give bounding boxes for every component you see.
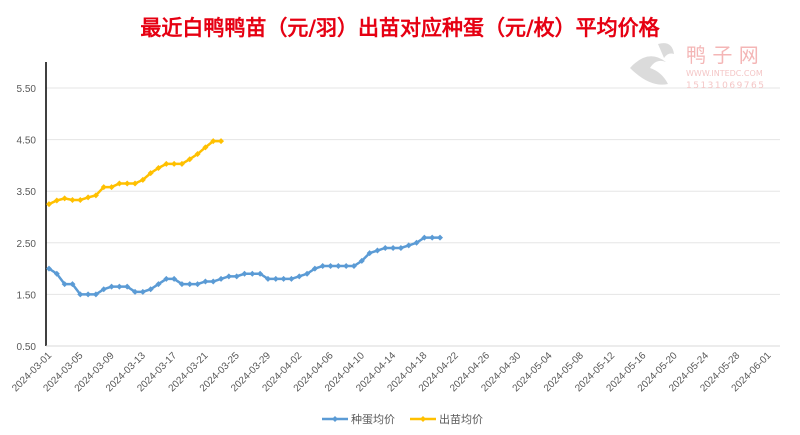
data-point: [61, 195, 68, 202]
data-point: [241, 270, 248, 277]
data-point: [155, 281, 162, 288]
data-point: [280, 275, 287, 282]
data-point: [147, 170, 154, 177]
data-point: [92, 291, 99, 298]
data-point: [155, 164, 162, 171]
svg-text:15131069765: 15131069765: [686, 81, 766, 91]
data-point: [429, 234, 436, 241]
data-point: [264, 275, 271, 282]
data-point: [249, 270, 256, 277]
data-point: [108, 184, 115, 191]
data-point: [202, 278, 209, 285]
data-point: [366, 250, 373, 257]
legend-marker: [332, 416, 338, 422]
data-point: [437, 234, 443, 241]
data-point: [218, 138, 225, 145]
data-point: [319, 263, 326, 270]
data-point: [178, 160, 185, 167]
data-point: [233, 273, 240, 280]
data-point: [343, 263, 350, 270]
data-point: [335, 263, 342, 270]
data-point: [374, 247, 381, 254]
data-point: [194, 151, 201, 158]
data-point: [405, 242, 412, 249]
data-point: [186, 281, 193, 288]
data-point: [390, 244, 397, 251]
chart-title: 最近白鸭鸭苗（元/羽）出苗对应种蛋（元/枚）平均价格: [140, 16, 660, 40]
data-point: [46, 265, 52, 272]
data-point: [77, 196, 84, 203]
data-point: [272, 275, 279, 282]
data-point: [108, 283, 115, 290]
data-point: [194, 281, 201, 288]
data-point: [382, 244, 389, 251]
data-point: [139, 176, 146, 183]
data-point: [61, 281, 68, 288]
data-point: [225, 273, 232, 280]
data-point: [85, 194, 92, 201]
data-point: [358, 257, 365, 264]
data-point: [421, 234, 428, 241]
y-tick-label: 5.50: [17, 84, 37, 95]
data-point: [257, 270, 264, 277]
data-point: [139, 288, 146, 295]
data-point: [210, 278, 217, 285]
data-point: [186, 156, 193, 163]
data-point: [85, 291, 92, 298]
data-point: [116, 180, 123, 187]
data-point: [218, 275, 225, 282]
legend-label: 种蛋均价: [351, 412, 395, 426]
data-point: [202, 144, 209, 151]
data-point: [46, 201, 52, 208]
data-point: [296, 273, 303, 280]
y-tick-label: 1.50: [17, 290, 37, 301]
data-point: [53, 270, 60, 277]
series-line: [48, 236, 440, 296]
data-point: [288, 275, 295, 282]
data-point: [116, 283, 123, 290]
svg-text:鸭 子 网: 鸭 子 网: [686, 43, 759, 67]
data-point: [163, 275, 170, 282]
data-point: [171, 275, 178, 282]
data-point: [92, 192, 99, 199]
legend-marker: [420, 416, 426, 422]
data-point: [171, 160, 178, 167]
data-point: [132, 288, 139, 295]
data-point: [69, 281, 76, 288]
data-point: [100, 286, 107, 293]
data-point: [69, 196, 76, 203]
data-point: [77, 291, 84, 298]
data-point: [132, 180, 139, 187]
data-point: [147, 286, 154, 293]
data-point: [178, 281, 185, 288]
y-tick-label: 2.50: [17, 239, 37, 250]
data-point: [163, 160, 170, 167]
data-point: [124, 283, 131, 290]
svg-text:WWW.INTEDC.COM: WWW.INTEDC.COM: [686, 69, 763, 78]
data-point: [210, 138, 217, 145]
legend-label: 出苗均价: [439, 412, 483, 426]
data-point: [53, 197, 60, 204]
data-point: [327, 263, 334, 270]
data-point: [100, 184, 107, 191]
y-tick-label: 0.50: [17, 342, 37, 353]
data-point: [413, 239, 420, 246]
data-point: [350, 263, 357, 270]
data-point: [124, 180, 131, 187]
y-tick-label: 4.50: [17, 136, 37, 147]
data-point: [397, 244, 404, 251]
data-point: [304, 270, 311, 277]
y-tick-label: 3.50: [17, 187, 37, 198]
watermark-logo: 鸭 子 网 WWW.INTEDC.COM 15131069765: [630, 43, 766, 91]
series-line: [48, 139, 222, 206]
data-point: [311, 265, 318, 272]
